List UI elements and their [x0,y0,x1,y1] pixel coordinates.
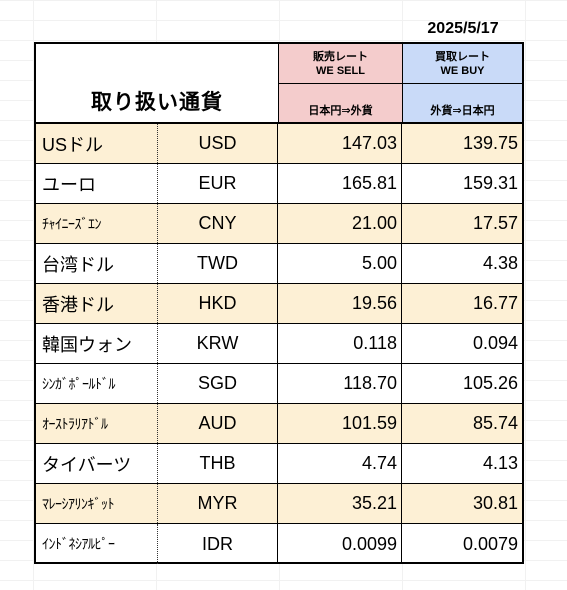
table-header: 取り扱い通貨 販売レート WE SELL 買取レート WE BUY 日本円⇒外貨… [36,44,522,124]
currency-name: 韓国ウォン [36,324,158,363]
buy-rate: 16.77 [472,293,518,313]
currency-code: AUD [158,404,278,443]
table-row: 香港ドル HKD 19.56 16.77 [36,284,522,324]
table-row: ｲﾝﾄﾞﾈｼｱﾙﾋﾟｰ IDR 0.0099 0.0079 [36,524,522,564]
currency-code: MYR [158,484,278,523]
buy-rate: 30.81 [472,493,518,513]
currency-code: KRW [158,324,278,363]
currency-code: THB [158,444,278,483]
sell-rate: 35.21 [278,484,402,523]
currency-code: USD [158,124,278,163]
currency-name: ﾁｬｲﾆｰｽﾞｴﾝ [36,204,158,243]
sell-rate-header: 販売レート WE SELL [278,44,402,84]
table-row: 台湾ドル TWD 5.00 4.38 [36,244,522,284]
buy-rate: 0.094 [472,333,518,353]
buy-rate: 17.57 [472,213,518,233]
table-title: 取り扱い通貨 [91,91,223,114]
sell-rate: 0.118 [278,324,402,363]
buy-rate-label-en: WE BUY [440,64,485,77]
currency-name: ユーロ [36,164,158,203]
buy-rate: 4.38 [482,253,518,273]
currency-code: EUR [158,164,278,203]
currency-name: ﾏﾚｰｼｱﾘﾝｷﾞｯﾄ [36,484,158,523]
table-row: ｼﾝｶﾞﾎﾟｰﾙﾄﾞﾙ SGD 118.70 105.26 [36,364,522,404]
buy-rate: 159.31 [462,173,518,193]
sell-rate: 118.70 [278,364,402,403]
sell-rate-label-en: WE SELL [316,64,365,77]
table-row: ｵｰｽﾄﾗﾘｱﾄﾞﾙ AUD 101.59 85.74 [36,404,522,444]
rate-date: 2025/5/17 [427,20,499,37]
currency-name: 台湾ドル [36,244,158,283]
sell-rate: 165.81 [278,164,402,203]
sell-rate: 101.59 [278,404,402,443]
table-row: USドル USD 147.03 139.75 [36,124,522,164]
sell-direction-label: 日本円⇒外貨 [308,105,373,117]
sell-rate: 19.56 [278,284,402,323]
table-row: 韓国ウォン KRW 0.118 0.094 [36,324,522,364]
currency-name: 香港ドル [36,284,158,323]
currency-name: ｼﾝｶﾞﾎﾟｰﾙﾄﾞﾙ [36,364,158,403]
currency-code: HKD [158,284,278,323]
currency-name: ｵｰｽﾄﾗﾘｱﾄﾞﾙ [36,404,158,443]
currency-name: USドル [36,124,158,163]
buy-rate: 0.0079 [462,533,518,554]
buy-rate-header: 買取レート WE BUY [402,44,522,84]
sell-rate: 147.03 [278,124,402,163]
table-row: ﾁｬｲﾆｰｽﾞｴﾝ CNY 21.00 17.57 [36,204,522,244]
currency-name: タイバーツ [36,444,158,483]
buy-rate-label-jp: 買取レート [435,50,490,63]
sell-rate: 0.0099 [278,524,402,564]
buy-direction-label: 外貨⇒日本円 [430,105,495,117]
buy-direction-header: 外貨⇒日本円 [402,84,522,122]
exchange-rate-table: 取り扱い通貨 販売レート WE SELL 買取レート WE BUY 日本円⇒外貨… [34,42,524,564]
currency-code: SGD [158,364,278,403]
currency-code: TWD [158,244,278,283]
sell-rate: 21.00 [278,204,402,243]
sell-rate-label-jp: 販売レート [313,50,368,63]
buy-rate: 139.75 [462,133,518,153]
currency-code: CNY [158,204,278,243]
sell-direction-header: 日本円⇒外貨 [278,84,402,122]
sell-rate: 5.00 [278,244,402,283]
buy-rate: 85.74 [472,413,518,433]
currency-rows: USドル USD 147.03 139.75 ユーロ EUR 165.81 15… [36,124,522,564]
sell-rate: 4.74 [278,444,402,483]
currency-code: IDR [158,524,278,564]
buy-rate: 4.13 [482,453,518,473]
table-row: ユーロ EUR 165.81 159.31 [36,164,522,204]
currency-name: ｲﾝﾄﾞﾈｼｱﾙﾋﾟｰ [36,524,158,564]
table-row: ﾏﾚｰｼｱﾘﾝｷﾞｯﾄ MYR 35.21 30.81 [36,484,522,524]
buy-rate: 105.26 [462,373,518,393]
table-row: タイバーツ THB 4.74 4.13 [36,444,522,484]
